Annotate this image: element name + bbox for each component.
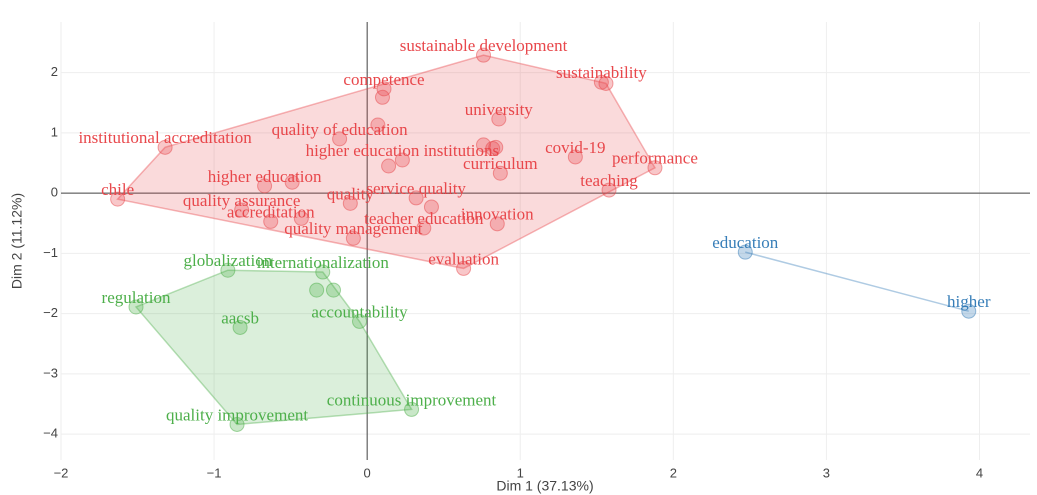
point <box>492 165 508 181</box>
point <box>601 182 617 198</box>
point-label: teacher education <box>364 209 484 228</box>
y-tick-label: −3 <box>43 365 58 380</box>
point-label: curriculum <box>463 154 538 173</box>
point <box>961 303 977 319</box>
point <box>110 191 126 207</box>
point <box>309 282 325 298</box>
y-tick-label: −4 <box>43 426 58 441</box>
cluster-hull <box>134 269 413 426</box>
y-tick-label: 1 <box>51 124 58 139</box>
x-tick-label: −2 <box>54 465 69 480</box>
point-label: teaching <box>580 171 638 190</box>
point <box>352 313 368 329</box>
point <box>408 190 424 206</box>
point-label: university <box>465 100 533 119</box>
point-label: higher <box>947 292 991 311</box>
point-label: sustainable development <box>400 36 568 55</box>
point <box>423 199 439 215</box>
point-label: service quality <box>366 179 466 198</box>
point <box>598 75 614 91</box>
point-label: competence <box>343 70 424 89</box>
y-tick-label: 0 <box>51 185 58 200</box>
point-label: quality of education <box>272 120 408 139</box>
x-tick-label: −1 <box>207 465 222 480</box>
point <box>370 117 386 133</box>
point <box>342 195 358 211</box>
point <box>491 111 507 127</box>
point <box>456 260 472 276</box>
point-label: globalization <box>183 251 272 270</box>
x-tick-label: 0 <box>364 465 371 480</box>
point <box>293 210 309 226</box>
point-label: innovation <box>461 205 534 224</box>
point-label: higher education institutions <box>306 141 500 160</box>
point-label: continuous improvement <box>327 390 497 409</box>
point-label: institutional accreditation <box>78 128 252 147</box>
point <box>229 416 245 432</box>
point <box>476 47 492 63</box>
point <box>345 230 361 246</box>
point <box>488 139 504 155</box>
y-axis-title: Dim 2 (11.12%) <box>9 193 25 289</box>
point <box>476 137 492 153</box>
point <box>374 89 390 105</box>
x-tick-label: 1 <box>517 465 524 480</box>
point <box>647 160 663 176</box>
point-label: higher education <box>208 167 322 186</box>
point-label: accountability <box>311 302 408 321</box>
point <box>489 216 505 232</box>
point <box>128 299 144 315</box>
point <box>404 401 420 417</box>
x-tick-label: 4 <box>976 465 983 480</box>
point-label: quality assurance <box>183 191 301 210</box>
x-tick-label: 2 <box>670 465 677 480</box>
point-label: sustainability <box>556 63 647 82</box>
cluster-hull <box>745 251 969 312</box>
point <box>332 131 348 147</box>
x-axis-title: Dim 1 (37.13%) <box>496 478 593 494</box>
point-label: quality improvement <box>166 405 308 424</box>
x-tick-label: 3 <box>823 465 830 480</box>
point <box>315 264 331 280</box>
y-tick-label: −2 <box>43 305 58 320</box>
point-label: evaluation <box>428 249 499 268</box>
point-label: chile <box>101 180 134 199</box>
point <box>157 139 173 155</box>
point <box>234 202 250 218</box>
point <box>325 282 341 298</box>
point <box>232 319 248 335</box>
point <box>263 213 279 229</box>
point <box>220 262 236 278</box>
point <box>567 149 583 165</box>
point <box>394 152 410 168</box>
cluster-hull <box>116 54 656 270</box>
point-label: quality <box>327 184 375 203</box>
y-tick-label: −1 <box>43 245 58 260</box>
point-label: accreditation <box>227 202 315 221</box>
point-label: education <box>712 233 779 252</box>
point-label: quality management <box>284 219 423 238</box>
point-label: performance <box>612 149 698 168</box>
point <box>257 178 273 194</box>
y-tick-label: 2 <box>51 64 58 79</box>
point-label: aacsb <box>221 308 259 327</box>
point-label: internationalization <box>257 253 390 272</box>
point-label: covid-19 <box>545 138 605 157</box>
point <box>416 220 432 236</box>
point <box>737 244 753 260</box>
point <box>284 174 300 190</box>
point-label: regulation <box>102 288 171 307</box>
point <box>381 158 397 174</box>
